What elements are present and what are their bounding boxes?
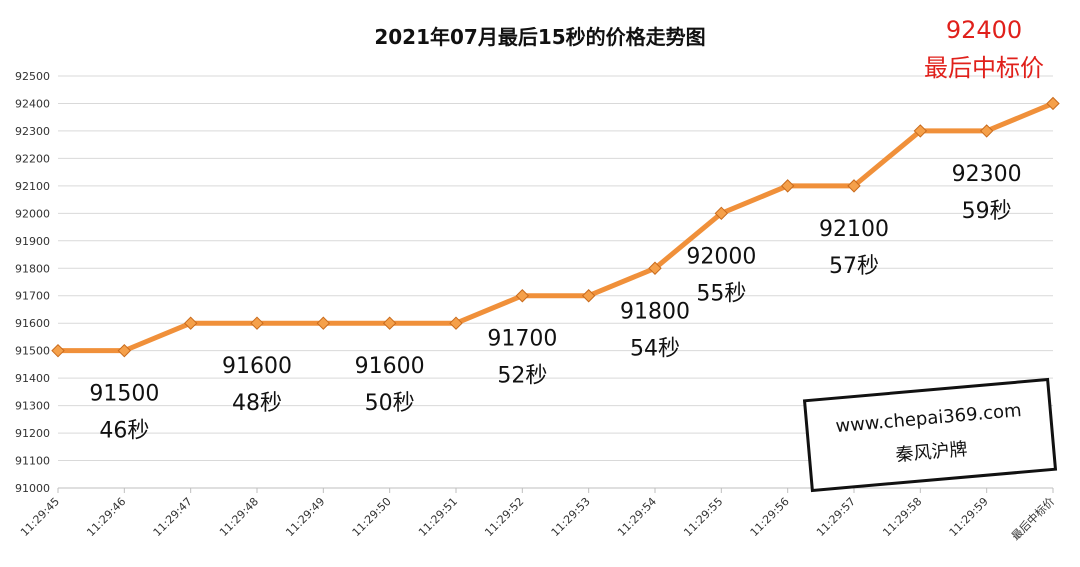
watermark-box: www.chepai369.com 秦风沪牌 — [802, 377, 1058, 493]
data-point — [117, 343, 132, 358]
annotation-price: 92000 — [686, 244, 756, 269]
y-tick-label: 91800 — [15, 262, 50, 275]
annotation-price: 92300 — [952, 162, 1022, 187]
data-point — [913, 124, 928, 138]
x-tick-label: 最后中标价 — [1008, 494, 1057, 543]
annotation-price: 91500 — [89, 382, 159, 407]
data-point — [780, 179, 795, 193]
y-tick-label: 92500 — [15, 70, 50, 83]
y-tick-label: 91400 — [15, 372, 50, 385]
x-tick-label: 11:29:57 — [814, 495, 858, 539]
data-point — [581, 289, 596, 303]
annotation-price: 91800 — [620, 299, 690, 324]
annotation-price: 92100 — [819, 217, 889, 242]
x-tick-label: 11:29:47 — [151, 495, 195, 539]
data-point — [515, 289, 530, 303]
data-point — [183, 316, 198, 330]
y-tick-label: 91900 — [15, 235, 50, 248]
x-tick-label: 11:29:53 — [549, 495, 593, 539]
annotation-second: 48秒 — [232, 391, 282, 416]
y-tick-label: 91700 — [15, 290, 50, 303]
price-line — [55, 100, 1056, 354]
data-point — [847, 179, 861, 193]
x-tick-label: 11:29:58 — [880, 495, 924, 539]
annotation-second: 50秒 — [365, 391, 415, 416]
y-tick-label: 91200 — [15, 427, 50, 440]
x-tick-label: 11:29:48 — [217, 495, 261, 539]
annotation-second: 59秒 — [962, 199, 1012, 224]
x-tick-label: 11:29:50 — [350, 495, 394, 539]
highlight-label: 最后中标价 — [924, 54, 1044, 82]
data-markers — [51, 96, 1060, 358]
annotation-second: 52秒 — [497, 364, 547, 389]
x-tick-label: 11:29:46 — [84, 495, 128, 539]
data-point — [1046, 96, 1060, 111]
x-tick-label: 11:29:55 — [681, 495, 725, 539]
annotation-price: 91700 — [487, 327, 557, 352]
data-point — [316, 316, 331, 330]
x-tick-label: 11:29:56 — [748, 495, 792, 539]
y-tick-label: 91600 — [15, 317, 50, 330]
annotation-second: 46秒 — [99, 419, 149, 444]
annotation-price: 91600 — [222, 354, 292, 379]
x-tick-label: 11:29:51 — [416, 495, 460, 539]
y-tick-label: 91500 — [15, 345, 50, 358]
data-point — [51, 343, 65, 358]
x-tick-label: 11:29:59 — [947, 495, 991, 539]
x-tick-label: 11:29:54 — [615, 495, 659, 539]
data-point — [714, 206, 729, 221]
y-tick-label: 92100 — [15, 180, 50, 193]
annotation-second: 55秒 — [696, 281, 746, 306]
x-tick-label: 11:29:52 — [482, 495, 526, 539]
data-point — [648, 261, 662, 275]
annotation-price: 91600 — [355, 354, 425, 379]
annotation-second: 57秒 — [829, 254, 879, 279]
data-point — [449, 316, 463, 330]
y-axis: 91000 91100 91200 91300 91400 91500 91600 91700… — [15, 70, 50, 495]
data-point — [382, 316, 397, 330]
data-point — [979, 124, 994, 138]
y-tick-label: 92300 — [15, 125, 50, 138]
watermark-frame — [802, 377, 1058, 493]
x-axis: 11:29:45 11:29:46 11:29:47 11:29:48 11:29:49… — [18, 488, 1057, 543]
highlight-price: 92400 — [946, 16, 1022, 44]
y-tick-label: 92000 — [15, 207, 50, 220]
y-tick-label: 92400 — [15, 97, 50, 110]
x-tick-label: 11:29:45 — [18, 495, 62, 539]
annotations: 91500 46秒 91600 48秒 91600 50秒 91700 52秒 91800 54秒… — [89, 162, 1021, 444]
y-tick-label: 91100 — [15, 455, 50, 468]
annotation-second: 54秒 — [630, 336, 680, 361]
y-tick-label: 91000 — [15, 482, 50, 495]
x-tick-label: 11:29:49 — [283, 495, 327, 539]
y-tick-label: 91300 — [15, 400, 50, 413]
chart-title: 2021年07月最后15秒的价格走势图 — [374, 25, 705, 49]
series-line — [55, 100, 1056, 354]
data-point — [250, 316, 264, 330]
y-tick-label: 92200 — [15, 152, 50, 165]
